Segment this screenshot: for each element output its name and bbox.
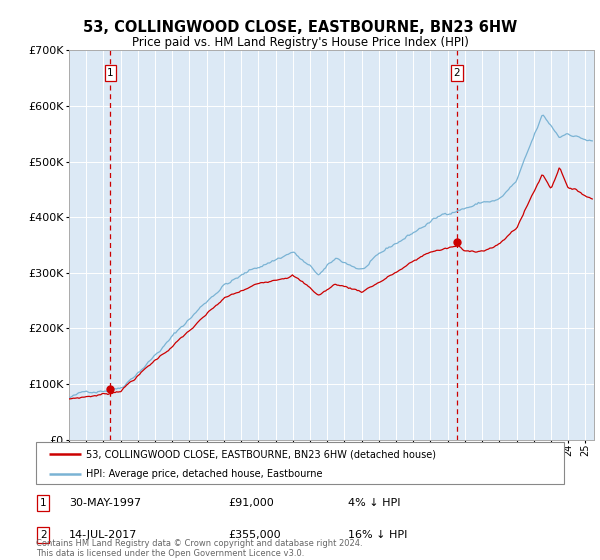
Text: Price paid vs. HM Land Registry's House Price Index (HPI): Price paid vs. HM Land Registry's House …: [131, 36, 469, 49]
Text: 53, COLLINGWOOD CLOSE, EASTBOURNE, BN23 6HW: 53, COLLINGWOOD CLOSE, EASTBOURNE, BN23 …: [83, 20, 517, 35]
Text: 1: 1: [107, 68, 114, 78]
Text: 14-JUL-2017: 14-JUL-2017: [69, 530, 137, 540]
Text: 16% ↓ HPI: 16% ↓ HPI: [348, 530, 407, 540]
Text: 4% ↓ HPI: 4% ↓ HPI: [348, 498, 401, 508]
Text: 2: 2: [454, 68, 460, 78]
Text: 30-MAY-1997: 30-MAY-1997: [69, 498, 141, 508]
Text: 2: 2: [40, 530, 47, 540]
Text: 1: 1: [40, 498, 47, 508]
Text: £355,000: £355,000: [228, 530, 281, 540]
FancyBboxPatch shape: [36, 442, 564, 484]
Text: Contains HM Land Registry data © Crown copyright and database right 2024.
This d: Contains HM Land Registry data © Crown c…: [36, 539, 362, 558]
Text: £91,000: £91,000: [228, 498, 274, 508]
Text: 53, COLLINGWOOD CLOSE, EASTBOURNE, BN23 6HW (detached house): 53, COLLINGWOOD CLOSE, EASTBOURNE, BN23 …: [86, 449, 436, 459]
Text: HPI: Average price, detached house, Eastbourne: HPI: Average price, detached house, East…: [86, 469, 323, 479]
